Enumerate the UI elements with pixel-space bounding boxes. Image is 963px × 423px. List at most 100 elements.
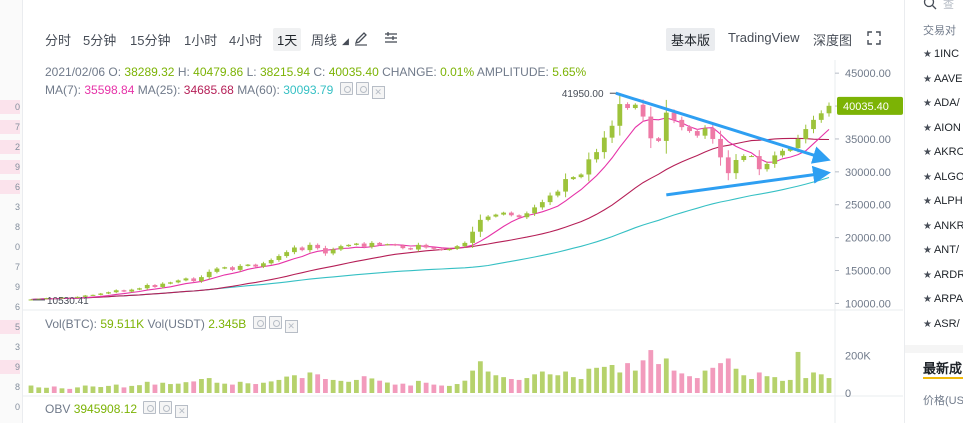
star-icon[interactable]: ★ [923, 269, 932, 281]
candle-body [323, 248, 328, 254]
ma-visibility-icon[interactable] [339, 82, 353, 95]
volume-bar [470, 370, 476, 393]
volume-bar [28, 385, 34, 393]
volume-bar [206, 378, 212, 393]
orderbook-row: 8 [14, 382, 20, 392]
draw-pencil-icon[interactable] [353, 30, 369, 46]
orderbook-row: 5 [0, 320, 20, 334]
y-tick-label: 35000.00 [845, 134, 891, 146]
volume-bar [230, 384, 235, 393]
pair-item[interactable]: ★ 1INC [923, 48, 959, 60]
pair-item[interactable]: ★ AAVE [923, 73, 963, 85]
chart-area[interactable]: 分时 5分钟 15分钟 1小时 4小时 1天 周线 ◢ 基本版 TradingV… [23, 0, 903, 423]
interval-tab-5m[interactable]: 5分钟 [83, 33, 117, 48]
star-icon[interactable]: ★ [923, 98, 932, 109]
pair-item[interactable]: ★ ALGO [923, 171, 963, 183]
ma25-label: MA(25): [137, 83, 181, 97]
pair-item[interactable]: ★ AION [923, 122, 961, 134]
market-panel: 查 交易对 ★ 1INC ★ AAVE ★ ADA/★ AION ★ AKRO ★ ALGO ★ ALP… [904, 0, 963, 423]
star-icon[interactable]: ★ [923, 122, 932, 134]
volume-bar [431, 384, 437, 393]
volume-bar [663, 358, 669, 393]
candle-body [253, 264, 259, 267]
candle-body [377, 242, 383, 245]
candle-body [175, 280, 181, 283]
star-icon[interactable]: ★ [923, 171, 932, 183]
weekly-dropdown-icon[interactable]: ◢ [342, 36, 349, 46]
candle-body [594, 152, 599, 160]
volume-bar [384, 382, 390, 393]
star-icon[interactable]: ★ [923, 196, 932, 207]
candle-body [756, 156, 762, 170]
pair-item[interactable]: ★ ARDR [923, 269, 963, 281]
pair-item[interactable]: ★ ASR/ [923, 318, 960, 330]
interval-tab-15m[interactable]: 15分钟 [130, 33, 171, 48]
candle-body [276, 256, 282, 260]
interval-tab-1d[interactable]: 1天 [273, 28, 302, 51]
vol-settings-icon[interactable] [268, 316, 282, 329]
star-icon[interactable]: ★ [923, 49, 932, 60]
pair-symbol: 1INC [933, 48, 960, 60]
obv-close-icon[interactable]: ✕ [175, 405, 189, 418]
candle-body [431, 247, 437, 249]
volume-bar [733, 368, 739, 393]
star-icon[interactable]: ★ [923, 294, 932, 305]
ma-close-icon[interactable]: ✕ [371, 86, 385, 99]
view-basic[interactable]: 基本版 [666, 28, 716, 51]
volume-bar [268, 381, 274, 393]
open-value: 38289.32 [124, 65, 175, 79]
star-icon[interactable]: ★ [923, 73, 932, 85]
ma25-value: 34685.68 [183, 83, 234, 97]
pair-symbol: ANT/ [933, 244, 960, 256]
high-label: H: [177, 65, 190, 79]
candle-body [67, 297, 73, 299]
pair-item[interactable]: ★ ALPH [923, 195, 963, 207]
view-tradingview[interactable]: TradingView [728, 30, 800, 45]
volume-bar [563, 371, 568, 393]
search-icon[interactable] [923, 0, 937, 10]
pair-item[interactable]: ★ ANT/ [923, 244, 959, 256]
fullscreen-icon[interactable] [866, 30, 882, 46]
vol-visibility-icon[interactable] [252, 316, 266, 329]
vol-close-icon[interactable]: ✕ [284, 320, 298, 333]
orderbook-row: 8 [14, 222, 20, 232]
ma-settings-icon[interactable] [355, 82, 369, 95]
pair-item[interactable]: ★ ANKR [923, 220, 963, 232]
volume-bar [307, 372, 313, 393]
pair-item[interactable]: ★ AKRO [923, 146, 963, 158]
pair-symbol: ARPA [933, 293, 963, 305]
candle-body [501, 212, 507, 215]
interval-tab-weekly[interactable]: 周线 [311, 33, 338, 48]
vol-btc-label: Vol(BTC): [45, 317, 98, 331]
search-input[interactable]: 查 [943, 0, 954, 11]
vol-btc-value: 59.511K [100, 317, 145, 331]
obv-visibility-icon[interactable] [143, 401, 157, 414]
candle-body [570, 177, 576, 180]
view-depth[interactable]: 深度图 [813, 33, 853, 48]
pair-item[interactable]: ★ ADA/ [923, 97, 960, 109]
volume-bar [152, 384, 158, 393]
star-icon[interactable]: ★ [923, 318, 932, 330]
candle-body [106, 292, 111, 294]
interval-tab-4h[interactable]: 4小时 [229, 33, 263, 48]
panel-divider [905, 345, 963, 353]
volume-bar [346, 381, 352, 393]
volume-bar [222, 383, 228, 393]
pair-item[interactable]: ★ ARPA [923, 293, 963, 305]
interval-tab-time[interactable]: 分时 [45, 33, 72, 48]
candle-body [718, 138, 723, 158]
candle-body [524, 213, 530, 218]
close-value: 40035.40 [328, 65, 379, 79]
candle-body [113, 290, 119, 293]
volume-bar [284, 376, 290, 393]
star-icon[interactable]: ★ [923, 245, 932, 256]
candle-body [392, 244, 398, 246]
star-icon[interactable]: ★ [923, 147, 932, 158]
volume-bar [795, 351, 801, 393]
star-icon[interactable]: ★ [923, 220, 932, 232]
volume-bar [640, 360, 646, 393]
indicator-settings-icon[interactable] [383, 30, 399, 46]
interval-tab-1h[interactable]: 1小时 [184, 33, 218, 48]
obv-settings-icon[interactable] [159, 401, 173, 414]
volume-bar [780, 380, 785, 393]
